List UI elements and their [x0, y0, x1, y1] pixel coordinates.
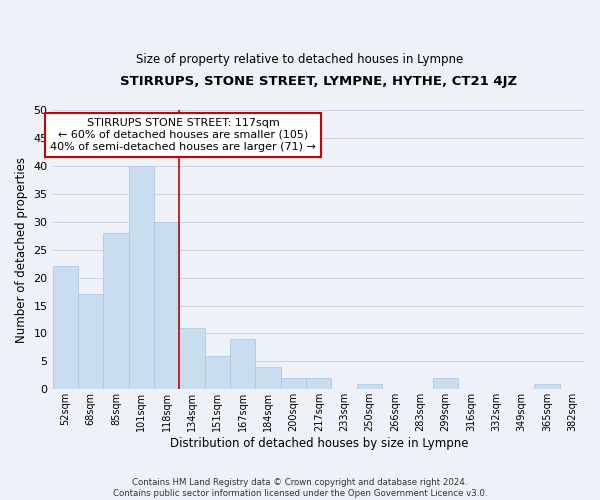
- Bar: [78, 294, 103, 390]
- Text: Contains HM Land Registry data © Crown copyright and database right 2024.
Contai: Contains HM Land Registry data © Crown c…: [113, 478, 487, 498]
- Bar: [433, 378, 458, 390]
- Bar: [230, 339, 256, 390]
- Bar: [179, 328, 205, 390]
- Bar: [256, 367, 281, 390]
- Bar: [357, 384, 382, 390]
- Bar: [534, 384, 560, 390]
- Bar: [306, 378, 331, 390]
- Text: Size of property relative to detached houses in Lympne: Size of property relative to detached ho…: [136, 52, 464, 66]
- Bar: [53, 266, 78, 390]
- Y-axis label: Number of detached properties: Number of detached properties: [15, 156, 28, 342]
- Title: STIRRUPS, STONE STREET, LYMPNE, HYTHE, CT21 4JZ: STIRRUPS, STONE STREET, LYMPNE, HYTHE, C…: [120, 75, 517, 88]
- Bar: [281, 378, 306, 390]
- Text: STIRRUPS STONE STREET: 117sqm
← 60% of detached houses are smaller (105)
40% of : STIRRUPS STONE STREET: 117sqm ← 60% of d…: [50, 118, 316, 152]
- Bar: [205, 356, 230, 390]
- X-axis label: Distribution of detached houses by size in Lympne: Distribution of detached houses by size …: [170, 437, 468, 450]
- Bar: [103, 233, 128, 390]
- Bar: [154, 222, 179, 390]
- Bar: [128, 166, 154, 390]
